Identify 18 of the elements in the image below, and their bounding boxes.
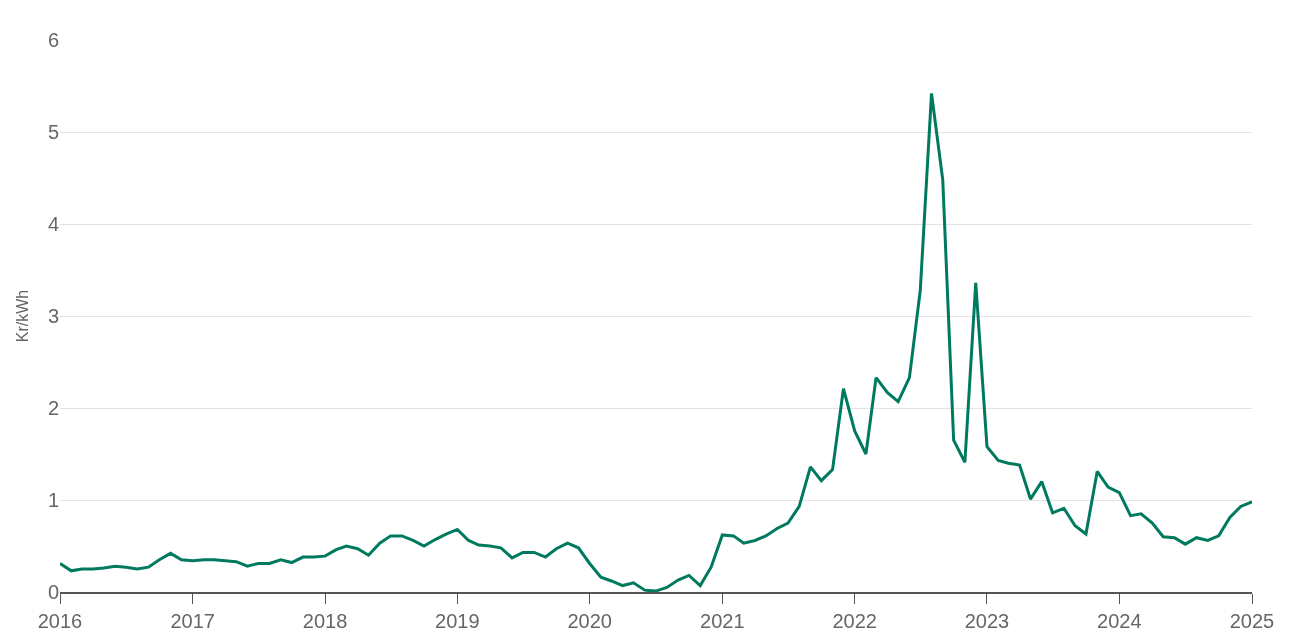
x-tick-label: 2022 xyxy=(832,609,877,632)
y-tick-label: 4 xyxy=(47,213,59,235)
y-tick-label: 2 xyxy=(47,397,59,419)
x-tick-label: 2019 xyxy=(435,609,480,632)
y-axis-title: Kr/kWh xyxy=(13,289,31,343)
x-tick-label: 2024 xyxy=(1097,609,1142,632)
x-tick-label: 2018 xyxy=(302,609,348,632)
y-tick-label: 1 xyxy=(47,489,59,511)
x-tick-label: 2021 xyxy=(700,609,745,632)
x-tick-label: 2016 xyxy=(37,609,83,632)
y-tick-label: 3 xyxy=(47,305,59,327)
y-tick-label: 5 xyxy=(47,121,59,143)
y-tick-label: 6 xyxy=(47,29,59,51)
x-tick-label: 2020 xyxy=(567,609,612,632)
x-tick-label: 2017 xyxy=(170,609,215,632)
x-tick-label: 2025 xyxy=(1229,609,1275,632)
y-tick-label: 0 xyxy=(47,581,59,603)
x-tick-label: 2023 xyxy=(964,609,1010,632)
